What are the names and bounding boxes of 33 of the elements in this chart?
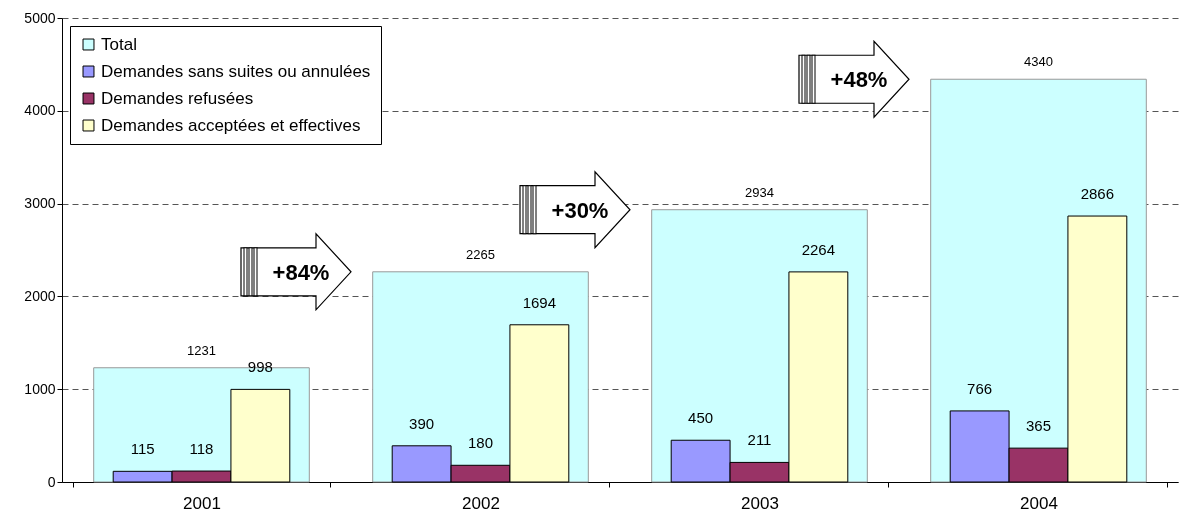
x-tick-label: 2001 [183, 493, 221, 513]
data-label: 115 [130, 440, 155, 458]
legend-label: Demandes sans suites ou annulées [101, 61, 371, 81]
annotation: +48% [830, 67, 888, 93]
data-label: 998 [247, 358, 273, 376]
y-tick-label: 4000 [24, 102, 56, 119]
legend-label: Demandes refusées [101, 88, 254, 108]
y-tick-label: 1000 [24, 380, 56, 397]
data-label: 450 [688, 409, 714, 427]
annotation: +30% [551, 197, 609, 223]
data-label: 2866 [1080, 185, 1115, 203]
y-tick-label: 5000 [24, 9, 56, 26]
x-tick-label: 2003 [741, 493, 779, 513]
data-label: 1694 [522, 293, 557, 311]
legend-label: Total [101, 34, 137, 54]
data-label: 118 [189, 440, 214, 458]
legend-label: Demandes acceptées et effectives [101, 115, 361, 135]
data-label: 2934 [745, 184, 774, 200]
annotation: +84% [272, 259, 330, 285]
x-tick-label: 2002 [462, 493, 500, 513]
y-tick-label: 2000 [24, 287, 56, 304]
x-tick-label: 2004 [1020, 493, 1058, 513]
data-label: 2265 [466, 246, 495, 262]
y-tick-label: 3000 [24, 195, 56, 212]
data-label: 2264 [801, 240, 836, 258]
y-tick-label: 0 [47, 473, 56, 490]
data-label: 1231 [187, 342, 216, 358]
data-label: 180 [467, 434, 494, 452]
data-label: 211 [747, 431, 772, 449]
data-label: 766 [967, 379, 993, 397]
data-label: 4340 [1024, 54, 1053, 70]
data-label: 365 [1025, 417, 1052, 435]
data-label: 390 [409, 414, 435, 432]
